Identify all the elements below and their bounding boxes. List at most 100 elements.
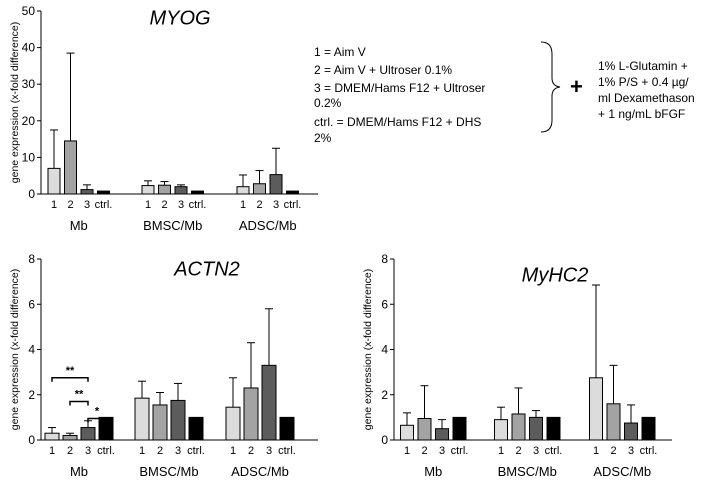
x-tick-label: 1 [139, 445, 145, 457]
y-tick-label: 0 [28, 433, 35, 447]
group-label: Mb [424, 464, 442, 479]
bar [494, 419, 508, 441]
x-tick-label: 3 [628, 445, 634, 457]
x-tick-label: 1 [145, 199, 151, 211]
x-tick-label: 1 [49, 445, 55, 457]
legend-line-4: 0.2% [314, 96, 342, 110]
significance-bracket [51, 377, 89, 382]
y-tick-label: 20 [22, 114, 36, 128]
bar [174, 186, 188, 195]
bar [589, 377, 603, 441]
legend-line-1: 1 = Aim V [314, 45, 366, 59]
x-tick-label: 3 [533, 445, 539, 457]
bar [400, 424, 414, 441]
significance-label: ** [66, 365, 75, 377]
x-tick-label: 3 [178, 199, 184, 211]
bar [44, 432, 60, 441]
group-label: BMSC/Mb [498, 464, 557, 479]
y-tick-label: 4 [381, 343, 388, 357]
bar [158, 184, 171, 195]
chart-title: ACTN2 [173, 258, 240, 280]
bar [191, 190, 204, 195]
chart-actn2: ACTN2 gene expression (x-fold difference)… [9, 252, 318, 479]
y-tick-label: 40 [22, 41, 36, 55]
bar [269, 174, 283, 195]
bar [546, 416, 561, 441]
y-tick-label: 6 [381, 297, 388, 311]
bar [529, 416, 543, 441]
y-tick-label: 30 [22, 77, 36, 91]
x-tick-label: ctrl. [451, 445, 469, 457]
y-tick-label: 2 [381, 388, 388, 402]
bar [624, 422, 638, 441]
x-tick-label: 2 [67, 199, 73, 211]
y-tick-label: 4 [28, 343, 35, 357]
chart-title: MYOG [149, 7, 210, 29]
significance-bracket [87, 417, 107, 423]
x-tick-label: 1 [498, 445, 504, 457]
bar [253, 183, 266, 195]
x-tick-label: 2 [161, 199, 167, 211]
bar [98, 416, 114, 441]
bar [62, 434, 78, 441]
bar [80, 427, 96, 441]
significance-bracket [69, 400, 89, 406]
group-label: BMSC/Mb [139, 464, 198, 479]
chart-title: MyHC2 [522, 264, 589, 286]
bar [141, 185, 155, 195]
common-line-4: + 1 ng/mL bFGF [598, 107, 686, 121]
plus-sign: + [570, 74, 583, 99]
x-tick-label: 2 [67, 445, 73, 457]
x-tick-label: ctrl. [545, 445, 563, 457]
x-tick-label: 1 [51, 199, 57, 211]
x-tick-label: 2 [248, 445, 254, 457]
bar [236, 186, 250, 195]
significance-label: ** [75, 389, 84, 401]
x-tick-label: 1 [404, 445, 410, 457]
bar [170, 399, 186, 441]
legend-line-2: 2 = Aim V + Ultroser 0.1% [314, 63, 453, 77]
x-tick-label: 3 [266, 445, 272, 457]
x-tick-label: 2 [515, 445, 521, 457]
x-tick-label: 2 [610, 445, 616, 457]
bar [134, 397, 150, 441]
y-tick-label: 8 [381, 252, 388, 266]
x-tick-label: 3 [175, 445, 181, 457]
bar [435, 428, 449, 441]
y-axis-label: gene expression (x-fold difference) [9, 269, 21, 430]
legend-brace [540, 41, 561, 133]
x-tick-label: ctrl. [95, 199, 113, 211]
common-line-2: 1% P/S + 0.4 µg/ [598, 75, 689, 89]
y-tick-label: 6 [28, 297, 35, 311]
x-tick-label: ctrl. [284, 199, 302, 211]
group-label: BMSC/Mb [143, 218, 202, 233]
legend-line-6: 2% [314, 131, 332, 145]
common-line-3: ml Dexamethason [598, 91, 695, 105]
y-tick-label: 0 [28, 187, 35, 201]
x-tick-label: 2 [157, 445, 163, 457]
x-tick-label: 2 [421, 445, 427, 457]
bar [606, 403, 621, 441]
bar [511, 413, 526, 441]
x-tick-label: 3 [273, 199, 279, 211]
group-label: Mb [70, 218, 88, 233]
x-tick-label: ctrl. [640, 445, 658, 457]
x-tick-label: 3 [85, 445, 91, 457]
group-label: ADSC/Mb [239, 218, 297, 233]
group-label: Mb [70, 464, 88, 479]
bar [243, 387, 259, 441]
bar [97, 190, 110, 195]
x-tick-label: 1 [240, 199, 246, 211]
bar [286, 190, 299, 195]
x-tick-label: 3 [84, 199, 90, 211]
y-axis-label: gene expression (x-fold difference) [9, 22, 21, 183]
x-tick-label: ctrl. [189, 199, 207, 211]
bar [47, 167, 61, 195]
x-tick-label: ctrl. [97, 445, 115, 457]
common-line-1: 1% L-Glutamin + [598, 59, 688, 73]
bar [279, 416, 295, 441]
y-tick-label: 10 [22, 150, 36, 164]
bar [261, 364, 277, 441]
x-tick-label: 1 [230, 445, 236, 457]
